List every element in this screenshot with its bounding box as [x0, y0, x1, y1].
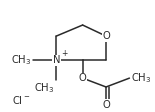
Text: O: O — [79, 73, 86, 83]
Text: CH$_3$: CH$_3$ — [11, 54, 31, 67]
Text: O: O — [102, 100, 110, 110]
Text: O: O — [102, 31, 110, 41]
Text: CH$_3$: CH$_3$ — [34, 81, 55, 95]
Text: N: N — [53, 55, 60, 65]
Text: CH$_3$: CH$_3$ — [131, 71, 151, 85]
Text: Cl$^-$: Cl$^-$ — [12, 94, 31, 106]
Text: +: + — [61, 49, 68, 58]
